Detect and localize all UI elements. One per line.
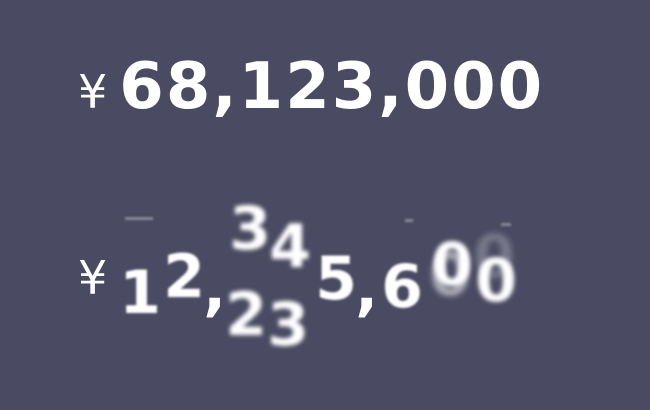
- rolling-comma: ,: [355, 254, 379, 324]
- rolling-digit: 6: [381, 252, 424, 322]
- rolling-digit: 2: [163, 242, 206, 312]
- static-amount: ¥ 68,123,000: [78, 55, 544, 119]
- rolling-digit: 0: [473, 222, 516, 292]
- rolling-digit: 0: [431, 230, 474, 300]
- rolling-blur-bar: [501, 223, 512, 226]
- rolling-digit: 0: [475, 246, 518, 316]
- rolling-digit: 3: [229, 194, 272, 264]
- rolling-digit-strip: 1 2 , 3 2 4 3 5 , 6 0 0 0 0: [119, 199, 599, 355]
- rolling-blur-bar: [405, 219, 414, 222]
- rolling-digit: 1: [119, 258, 162, 328]
- currency-symbol: ¥: [78, 65, 108, 119]
- amount-value: 68,123,000: [119, 50, 545, 124]
- rolling-comma: ,: [203, 254, 227, 324]
- rolling-blur-bar: [125, 217, 154, 220]
- rolling-digit: 0: [429, 240, 472, 310]
- rolling-amount: ¥ 1 2 , 3 2 4 3 5 , 6 0 0 0 0: [78, 199, 599, 355]
- rolling-digit: 5: [315, 244, 358, 314]
- rolling-digit: 4: [269, 212, 312, 282]
- rolling-currency-symbol: ¥: [78, 251, 108, 305]
- rolling-digit: 2: [225, 280, 268, 350]
- rolling-digit: 3: [267, 290, 310, 360]
